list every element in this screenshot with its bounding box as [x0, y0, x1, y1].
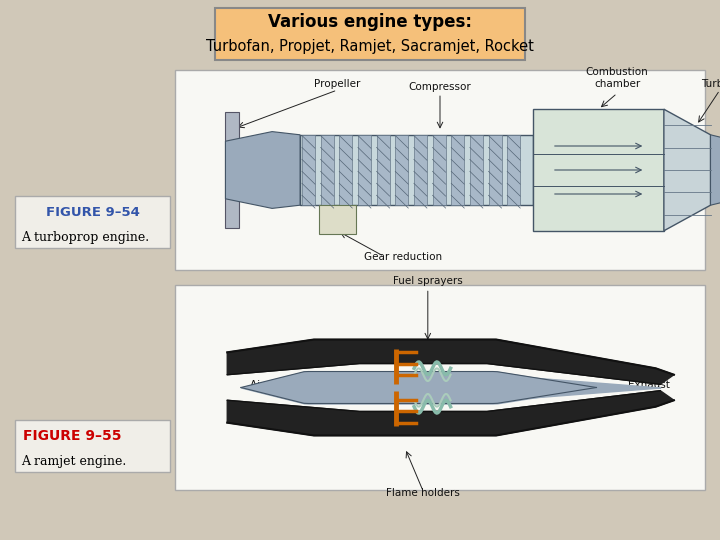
Bar [488, 135, 502, 205]
Bar [534, 109, 664, 231]
Polygon shape [228, 340, 674, 384]
Polygon shape [225, 132, 300, 208]
Bar [339, 135, 352, 205]
Polygon shape [711, 135, 720, 205]
Text: FIGURE 9–54: FIGURE 9–54 [45, 206, 140, 219]
Text: Air inlet: Air inlet [250, 380, 291, 389]
Bar [507, 135, 521, 205]
FancyBboxPatch shape [215, 8, 525, 60]
Text: Turbine: Turbine [701, 79, 720, 89]
Text: Exhaust: Exhaust [628, 380, 670, 389]
Text: Gear reduction: Gear reduction [364, 252, 442, 261]
Text: Turbofan, Propjet, Ramjet, Sacramjet, Rocket: Turbofan, Propjet, Ramjet, Sacramjet, Ro… [206, 38, 534, 53]
Polygon shape [228, 391, 674, 435]
Bar [302, 135, 315, 205]
Text: A turboprop engine.: A turboprop engine. [21, 232, 149, 245]
FancyBboxPatch shape [175, 285, 705, 490]
Bar [225, 112, 240, 227]
Bar [377, 135, 390, 205]
Text: A ramjet engine.: A ramjet engine. [21, 456, 126, 469]
FancyBboxPatch shape [15, 196, 170, 248]
Text: Compressor: Compressor [409, 82, 472, 92]
Bar [470, 135, 483, 205]
Bar [395, 135, 408, 205]
Text: Flame holders: Flame holders [387, 488, 460, 498]
Text: Fuel sprayers: Fuel sprayers [393, 275, 463, 286]
Bar [300, 135, 534, 205]
Bar [320, 135, 333, 205]
Bar [414, 135, 427, 205]
FancyBboxPatch shape [15, 420, 170, 472]
Text: FIGURE 9–55: FIGURE 9–55 [23, 429, 122, 443]
Bar [319, 205, 356, 234]
Text: Combustion
chamber: Combustion chamber [586, 67, 649, 89]
Bar [433, 135, 446, 205]
Text: Various engine types:: Various engine types: [268, 13, 472, 31]
Bar [358, 135, 371, 205]
Text: Propeller: Propeller [314, 79, 361, 89]
Polygon shape [664, 109, 711, 231]
FancyBboxPatch shape [175, 70, 705, 270]
Bar [451, 135, 464, 205]
